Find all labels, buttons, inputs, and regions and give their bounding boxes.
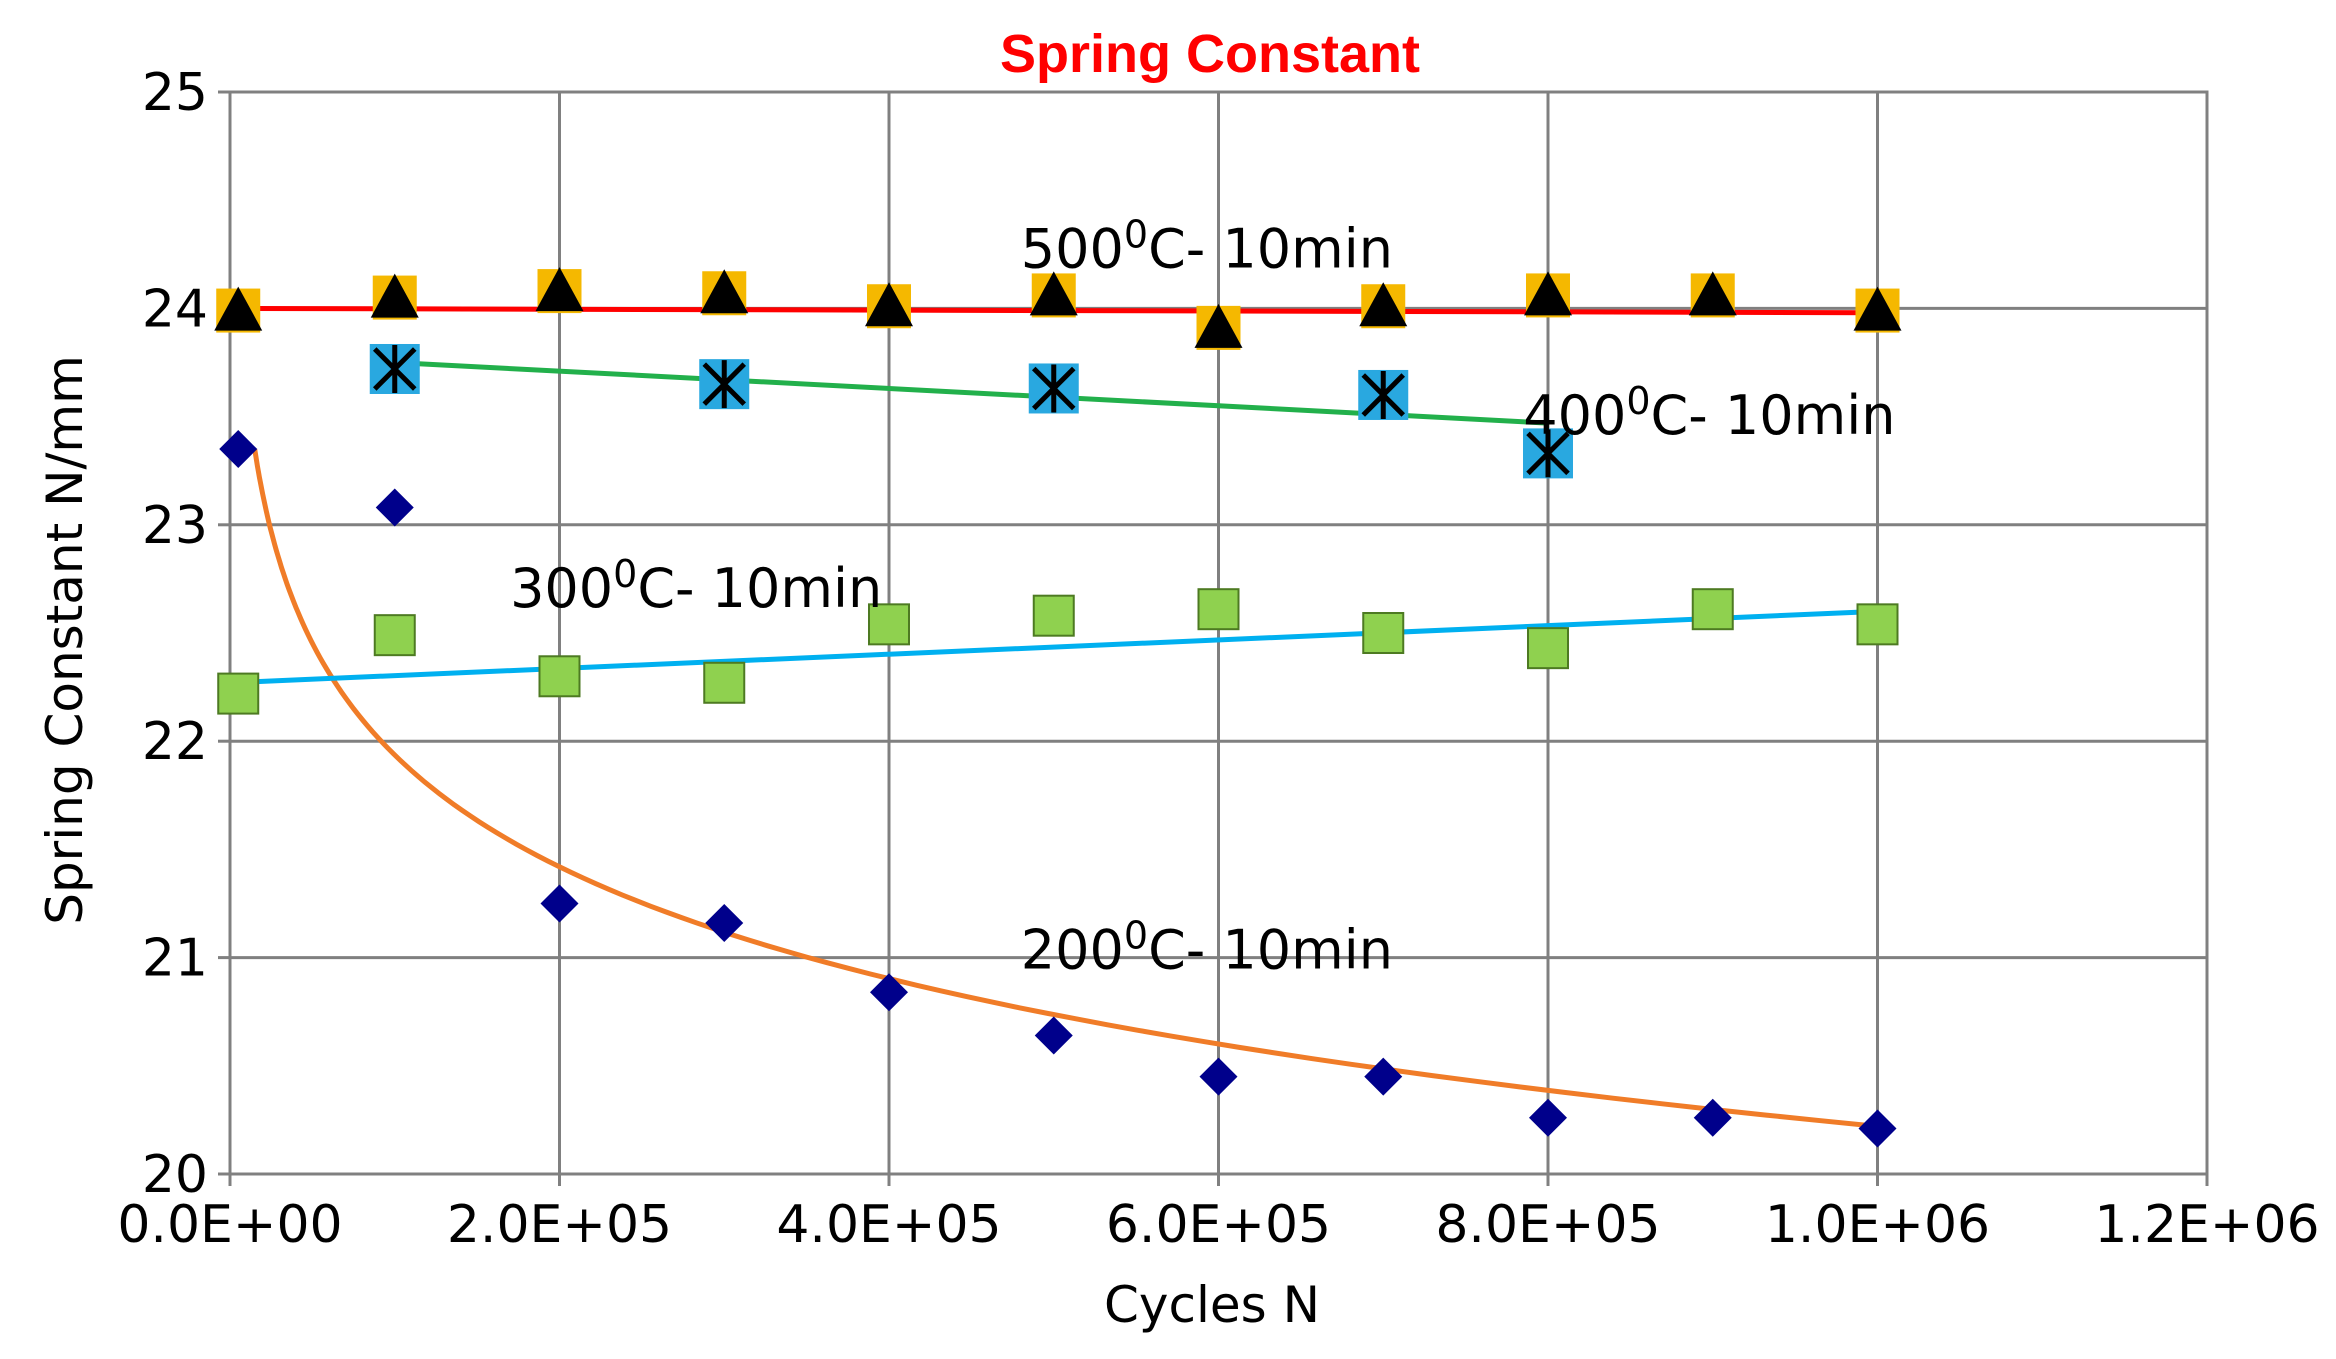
data-point-triangle-glyph [700, 269, 749, 314]
data-point-diamond [1529, 1098, 1567, 1137]
data-point-triangle [1194, 303, 1243, 350]
data-point-star-glyph [1526, 429, 1570, 478]
x-axis-ticks: 0.0E+00 2.0E+05 4.0E+05 6.0E+05 8.0E+05 1.0E+… [117, 1195, 2319, 1255]
x-tick-label: 6.0E+05 [1106, 1195, 1331, 1255]
y-axis-label: Spring Constant N/mm [36, 355, 94, 925]
x-tick-label: 1.2E+06 [2094, 1195, 2319, 1255]
data-point-diamond [1034, 1016, 1073, 1055]
data-point-star [1523, 428, 1573, 479]
data-point-triangle [535, 267, 584, 314]
data-point-diamond [1693, 1098, 1732, 1137]
data-point-triangle-glyph [214, 286, 263, 331]
data-point-triangle [1359, 282, 1408, 329]
data-point-triangle [1853, 286, 1902, 333]
data-point-diamond [1364, 1057, 1403, 1096]
y-tick-label: 23 [142, 496, 208, 556]
data-point-diamond [705, 903, 744, 942]
x-tick-label: 1.0E+06 [1765, 1195, 1990, 1255]
data-point-diamond [1199, 1057, 1238, 1096]
data-point-triangle [1029, 271, 1078, 318]
trendline [394, 360, 1549, 426]
data-point-triangle-glyph [1853, 286, 1902, 331]
data-point-triangle-glyph [1194, 303, 1243, 348]
data-point-star-glyph [702, 360, 747, 409]
trendline [229, 608, 1878, 686]
trendline [252, 448, 1878, 1129]
data-point-triangle-glyph [1359, 282, 1408, 327]
data-point-star-glyph [372, 344, 417, 393]
data-point-triangle [865, 282, 913, 329]
x-axis-label: Cycles N [1104, 1276, 1320, 1334]
data-point-diamond [375, 488, 414, 527]
data-point-square [1856, 603, 1899, 646]
data-point-square [373, 614, 416, 657]
series-labels: 2000C- 10min 3000C- 10min 4000C- 10min 5000… [510, 212, 1895, 981]
data-point-square [1197, 588, 1240, 631]
plot-frame [228, 90, 2209, 1176]
series-label: 3000C- 10min [510, 552, 882, 620]
x-tick-label: 8.0E+05 [1435, 1195, 1660, 1255]
data-point-triangle-glyph [370, 273, 419, 318]
data-point-star [369, 343, 420, 394]
data-point-diamond [219, 430, 258, 469]
data-point-star [699, 359, 750, 410]
chart-title: Spring Constant [1000, 24, 1420, 84]
x-tick-label: 4.0E+05 [776, 1195, 1001, 1255]
data-point-star [1028, 363, 1079, 414]
data-point-star-glyph [1031, 364, 1076, 413]
y-tick-label: 22 [142, 712, 208, 772]
data-point-star-glyph [1361, 370, 1406, 419]
data-point-triangle-glyph [1524, 271, 1572, 316]
data-point-square [1362, 612, 1405, 654]
data-point-square [538, 655, 581, 698]
data-point-diamond [870, 973, 908, 1012]
series-label: 5000C- 10min [1021, 212, 1393, 280]
data-point-square [1527, 627, 1569, 670]
data-point-triangle [214, 286, 263, 333]
data-point-square [703, 661, 746, 704]
trendlines [229, 305, 1878, 1129]
x-tick-label: 0.0E+00 [117, 1195, 342, 1255]
data-point-diamond [540, 884, 579, 923]
y-tick-label: 21 [142, 929, 208, 989]
series-label: 2000C- 10min [1021, 913, 1393, 981]
data-point-triangle-glyph [1688, 271, 1737, 316]
data-point-star [1358, 369, 1409, 420]
data-point-square [868, 603, 910, 646]
data-point-triangle [1524, 271, 1572, 318]
data-point-square [217, 672, 260, 715]
y-tick-label: 24 [142, 279, 208, 339]
data-point-diamond [1858, 1109, 1897, 1148]
y-tick-label: 20 [142, 1145, 208, 1205]
series-label: 4000C- 10min [1523, 379, 1895, 447]
data-point-triangle [370, 273, 419, 320]
x-tick-label: 2.0E+05 [447, 1195, 672, 1255]
data-point-triangle-glyph [535, 267, 584, 312]
markers [214, 267, 1902, 1148]
data-point-triangle-glyph [865, 282, 913, 327]
y-axis-ticks: 20 21 22 23 24 25 [142, 63, 208, 1205]
data-point-square [1691, 588, 1734, 631]
data-point-triangle-glyph [1029, 271, 1078, 316]
data-point-triangle [700, 269, 749, 316]
y-tick-label: 25 [142, 63, 208, 123]
data-point-square [1032, 594, 1075, 637]
data-point-triangle [1688, 271, 1737, 318]
